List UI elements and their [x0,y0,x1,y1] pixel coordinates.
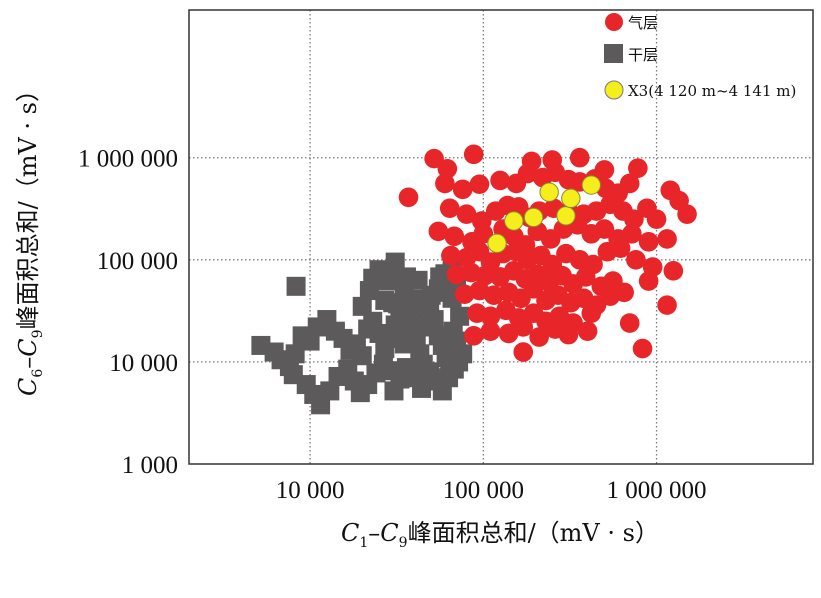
data-point-square [378,271,398,291]
data-point-circle [437,158,458,179]
data-point-circle [622,223,642,244]
data-point-square [320,381,340,401]
data-point-circle [463,326,484,346]
data-point-circle [441,245,461,266]
x-axis-label-sub2: 9 [399,535,408,551]
y-axis-label-c1: C [14,378,42,396]
data-point-circle [454,284,475,305]
y-axis-label-c2: C [14,338,42,356]
data-point-circle [475,265,495,286]
x-axis-label-c2: C [380,519,398,547]
data-point-circle [624,209,644,229]
x-tick-label: 1 000 000 [607,477,707,504]
legend-marker-gas-layer [605,13,623,31]
data-point-square [385,252,405,272]
y-axis-label-sub1: 6 [30,369,46,378]
legend-label-dry-layer: 干层 [628,46,658,64]
y-axis-label-rest: 峰面积总和/（mV · s） [14,78,42,329]
x-tick-label: 100 000 [443,477,524,504]
tick-labels: 10 000 100 000 1 000 000 1 000 10 000 100 000… [78,146,707,504]
data-point-x3 [523,207,544,228]
data-point-circle [469,174,490,195]
data-point-x3 [539,182,559,202]
data-point-circle [600,286,620,307]
data-point-circle [490,170,510,191]
y-axis-label: C6–C9峰面积总和/（mV · s） [14,78,46,396]
legend-label-gas-layer: 气层 [628,14,658,32]
data-point-circle [594,219,615,239]
data-point-square [285,344,305,364]
y-tick-label: 1 000 [122,452,178,479]
data-point-circle [480,321,501,341]
data-point-circle [619,313,640,333]
x-tick-label: 10 000 [276,477,345,504]
legend-label-x3: X3(4 120 m~4 141 m) [628,82,796,100]
data-point-circle [480,306,501,327]
data-point-circle [473,223,494,244]
legend-marker-dry-layer [604,44,623,63]
data-point-square [424,310,444,330]
plot-frame [188,9,814,465]
data-point-circle [581,303,602,324]
data-point-circle [569,147,590,168]
data-point-square [286,276,306,296]
data-point-circle [619,173,640,194]
y-tick-label: 100 000 [97,248,178,275]
data-point-circle [577,321,598,341]
data-point-square [408,270,428,290]
data-point-x3 [504,211,524,231]
data-point-circle [626,250,646,270]
data-point-circle [456,204,477,224]
data-point-circle [646,209,667,229]
data-point-square [449,352,469,372]
data-point-circle [498,323,519,344]
y-axis-label-sub2: 9 [30,329,46,338]
data-point-circle [610,238,631,258]
data-point-circle [657,295,677,315]
data-point-circle [446,264,467,285]
y-tick-label: 1 000 000 [78,146,178,173]
legend: 气层 干层 X3(4 120 m~4 141 m) [604,13,796,100]
data-point-circle [628,158,648,178]
data-point-circle [452,179,473,200]
data-points [251,144,697,415]
x-axis-label: C1–C9峰面积总和/（mV · s） [341,519,659,551]
data-point-circle [484,285,504,306]
data-point-circle [513,342,534,362]
legend-marker-x3 [604,80,624,100]
data-point-x3 [561,188,581,209]
data-point-circle [439,198,460,219]
x-axis-label-sub1: 1 [359,535,368,551]
data-point-square [352,296,372,316]
data-point-circle [428,221,449,242]
data-point-circle [435,173,455,194]
data-point-circle [463,144,484,165]
y-axis-label-dash: – [14,357,42,369]
data-point-circle [632,338,653,359]
data-point-circle [575,267,596,287]
data-point-circle [517,163,538,184]
data-point-circle [529,327,549,347]
data-point-circle [513,317,534,337]
data-point-circle [558,324,579,345]
data-point-x3 [556,206,576,226]
data-point-square [450,306,470,326]
data-point-circle [523,279,544,299]
data-point-circle [677,204,697,224]
x-axis-label-c1: C [341,519,359,547]
x-axis-label-rest: 峰面积总和/（mV · s） [408,519,659,547]
data-point-circle [444,226,465,247]
y-tick-label: 10 000 [109,350,178,377]
data-point-circle [424,148,444,169]
data-point-circle [657,229,677,249]
data-point-circle [638,271,659,291]
data-point-x3 [487,233,507,254]
data-point-square [352,346,372,366]
data-point-circle [663,261,684,281]
data-point-circle [398,187,419,208]
data-point-circle [638,232,659,252]
x-axis-label-dash: – [368,519,380,547]
data-point-x3 [581,175,601,195]
